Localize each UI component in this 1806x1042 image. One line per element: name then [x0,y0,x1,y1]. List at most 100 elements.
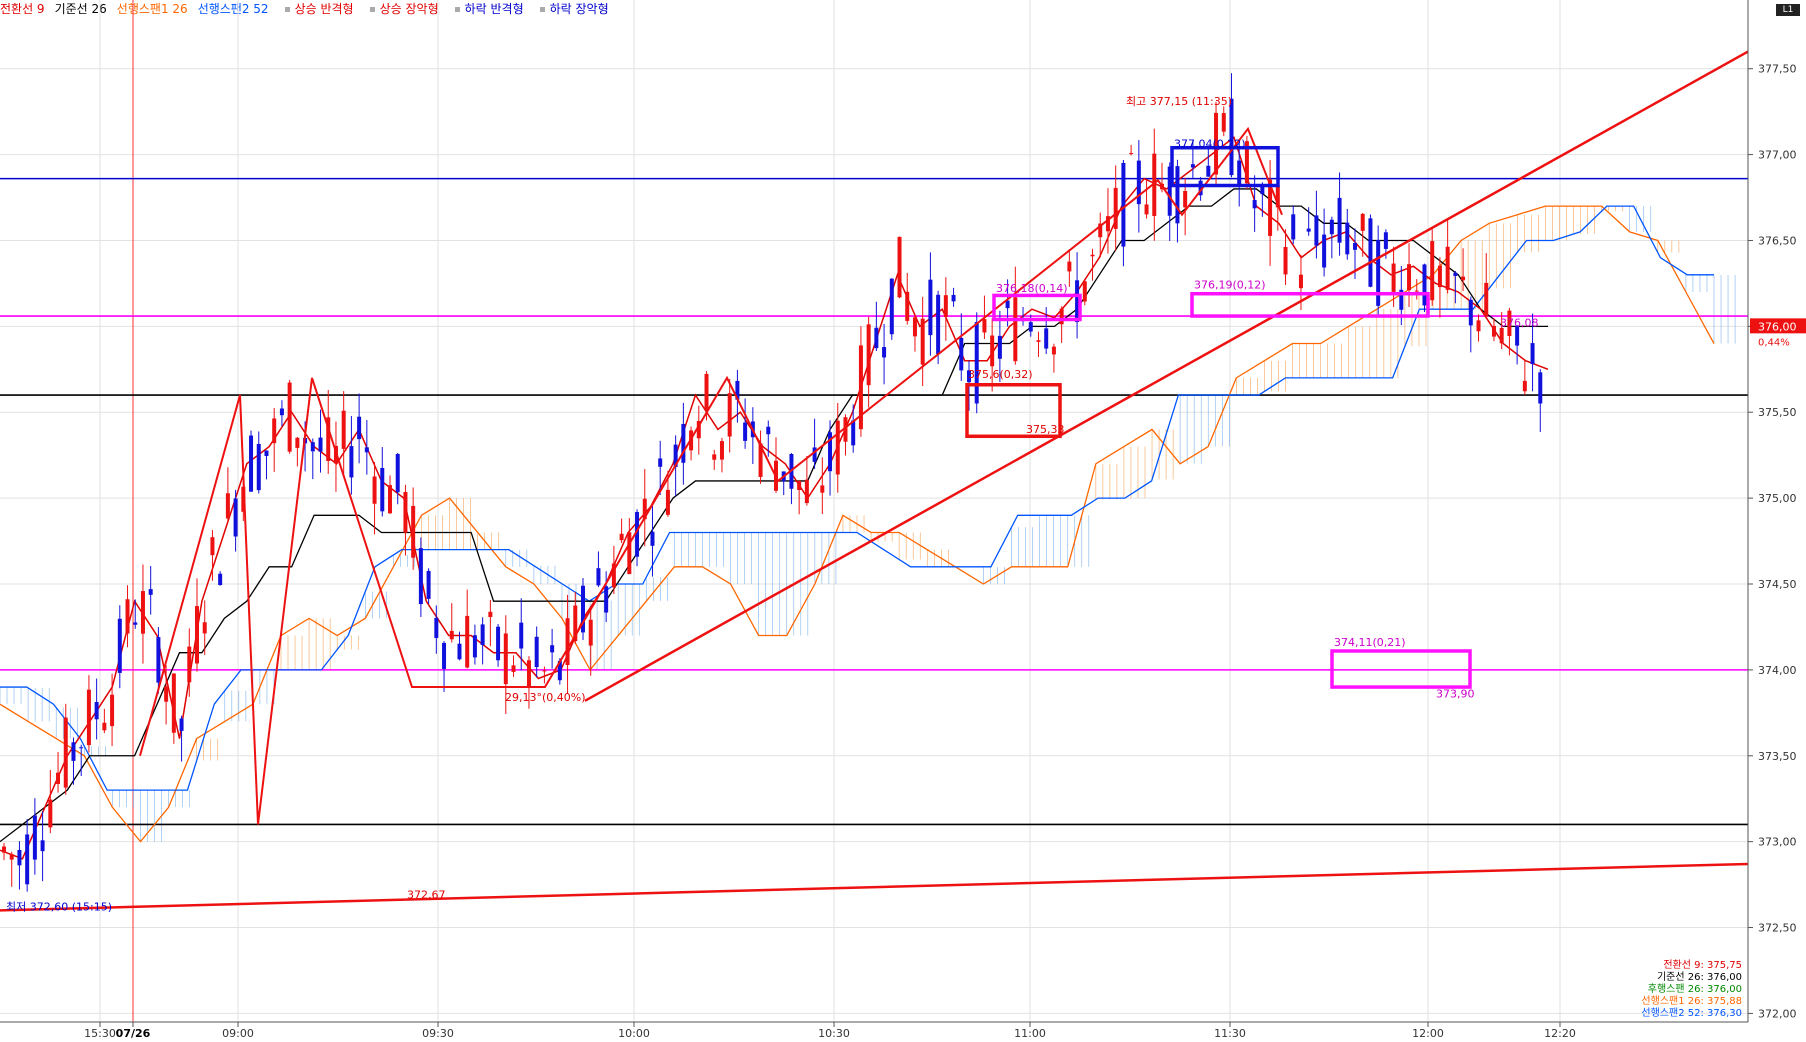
candle-body [287,382,292,452]
candle-body [1337,197,1342,243]
candle-body [388,485,392,514]
candle-body [905,291,910,321]
candle-body [1538,372,1543,404]
layout-badge[interactable]: L1 [1776,4,1800,16]
candle-body [1298,274,1303,289]
candle-body [1430,241,1435,301]
candle-body [1468,299,1473,326]
candle-body [704,373,709,410]
x-tick-label: 11:00 [1014,1027,1046,1040]
candle-body [951,294,956,302]
candle-body [982,319,987,333]
candle-body [766,426,771,435]
candle-body [882,347,887,358]
legend-item[interactable]: 하락 반격형 [464,2,524,16]
x-tick-label: 10:00 [618,1027,650,1040]
candle-body [179,718,184,731]
candle-body [241,486,246,512]
zigzag-line [139,126,1283,825]
candle-body [1360,213,1365,231]
candle-body [125,599,130,634]
candle-body [1105,216,1110,232]
ichimoku-cloud [0,206,1736,842]
legend-item[interactable]: 상승 장악형 [379,2,439,16]
candle-body [357,416,362,440]
candle-body [1476,320,1481,332]
candle-body [264,450,269,457]
candle-body [488,611,493,618]
candle-body [534,636,539,668]
current-change-label: 0,44% [1758,337,1790,348]
candle-body [665,489,670,515]
chart-annotation: 374,11(0,21) [1334,636,1406,649]
candle-body [272,418,277,444]
candle-body [1353,243,1357,250]
x-tick-label: 12:20 [1544,1027,1576,1040]
legend-bullet [539,7,545,12]
candle-body [519,622,524,649]
candle-body [318,437,323,452]
candle-body [295,437,300,448]
candle-body [851,420,856,446]
candle-body [465,615,470,668]
candle-body [341,410,346,449]
candle-body [866,324,871,386]
candle-body [349,446,354,478]
candle-body [25,834,30,885]
candle-body [1121,162,1126,247]
legend-item[interactable]: 상승 반격형 [294,2,354,16]
candle-body [1198,180,1203,196]
candle-body [1461,276,1466,281]
candle-body [2,846,6,853]
x-tick-label: 11:30 [1214,1027,1246,1040]
candle-body [619,533,624,541]
candle-body [812,447,817,462]
candle-body [1491,325,1496,337]
x-tick-label: 09:00 [222,1027,254,1040]
candle-body [997,335,1002,359]
candle-body [1407,264,1412,291]
y-tick-label: 375,00 [1758,492,1797,505]
candle-body [187,646,192,683]
candle-body [63,717,68,788]
x-tick-label: 12:00 [1412,1027,1444,1040]
chart-annotation: 최저 372,60 (15:15) [6,900,112,913]
chart-annotation: 376,19(0,12) [1194,279,1266,292]
legend-item[interactable]: 기준선 26 [54,2,107,16]
candle-body [635,512,640,557]
candle-body [696,421,701,439]
candle-body [503,633,508,685]
candle-body [403,491,408,533]
candle-body [1237,160,1242,187]
legend-item[interactable]: 전환선 9 [0,2,45,16]
candle-body [140,591,145,634]
candle-body [117,618,122,673]
candle-body [804,479,809,504]
chart-annotation: 373,90 [1436,687,1475,700]
y-tick-label: 377,00 [1758,149,1797,162]
x-tick-label: 09:30 [422,1027,454,1040]
legend-item[interactable]: 선행스팬1 26 [116,2,188,16]
candle-body [1183,191,1188,208]
candle-body [650,531,655,546]
kijun-line [0,188,1548,843]
y-tick-label: 376,50 [1758,234,1797,247]
candle-body [511,665,516,672]
candle-body [943,295,948,317]
candle-body [148,589,153,595]
candle-body [727,393,732,437]
legend-item[interactable]: 하락 장악형 [549,2,609,16]
candle-body [233,498,238,537]
legend-item[interactable]: 선행스팬2 52 [197,2,269,16]
candle-body [1445,246,1450,290]
candle-body [1414,290,1419,292]
candle-body [858,345,863,430]
candle-body [472,635,477,658]
grid-lines [0,0,1748,1022]
y-tick-label: 372,00 [1758,1007,1797,1020]
candle-body [256,443,261,491]
candle-body [1075,280,1080,323]
candle-body [1221,113,1226,132]
